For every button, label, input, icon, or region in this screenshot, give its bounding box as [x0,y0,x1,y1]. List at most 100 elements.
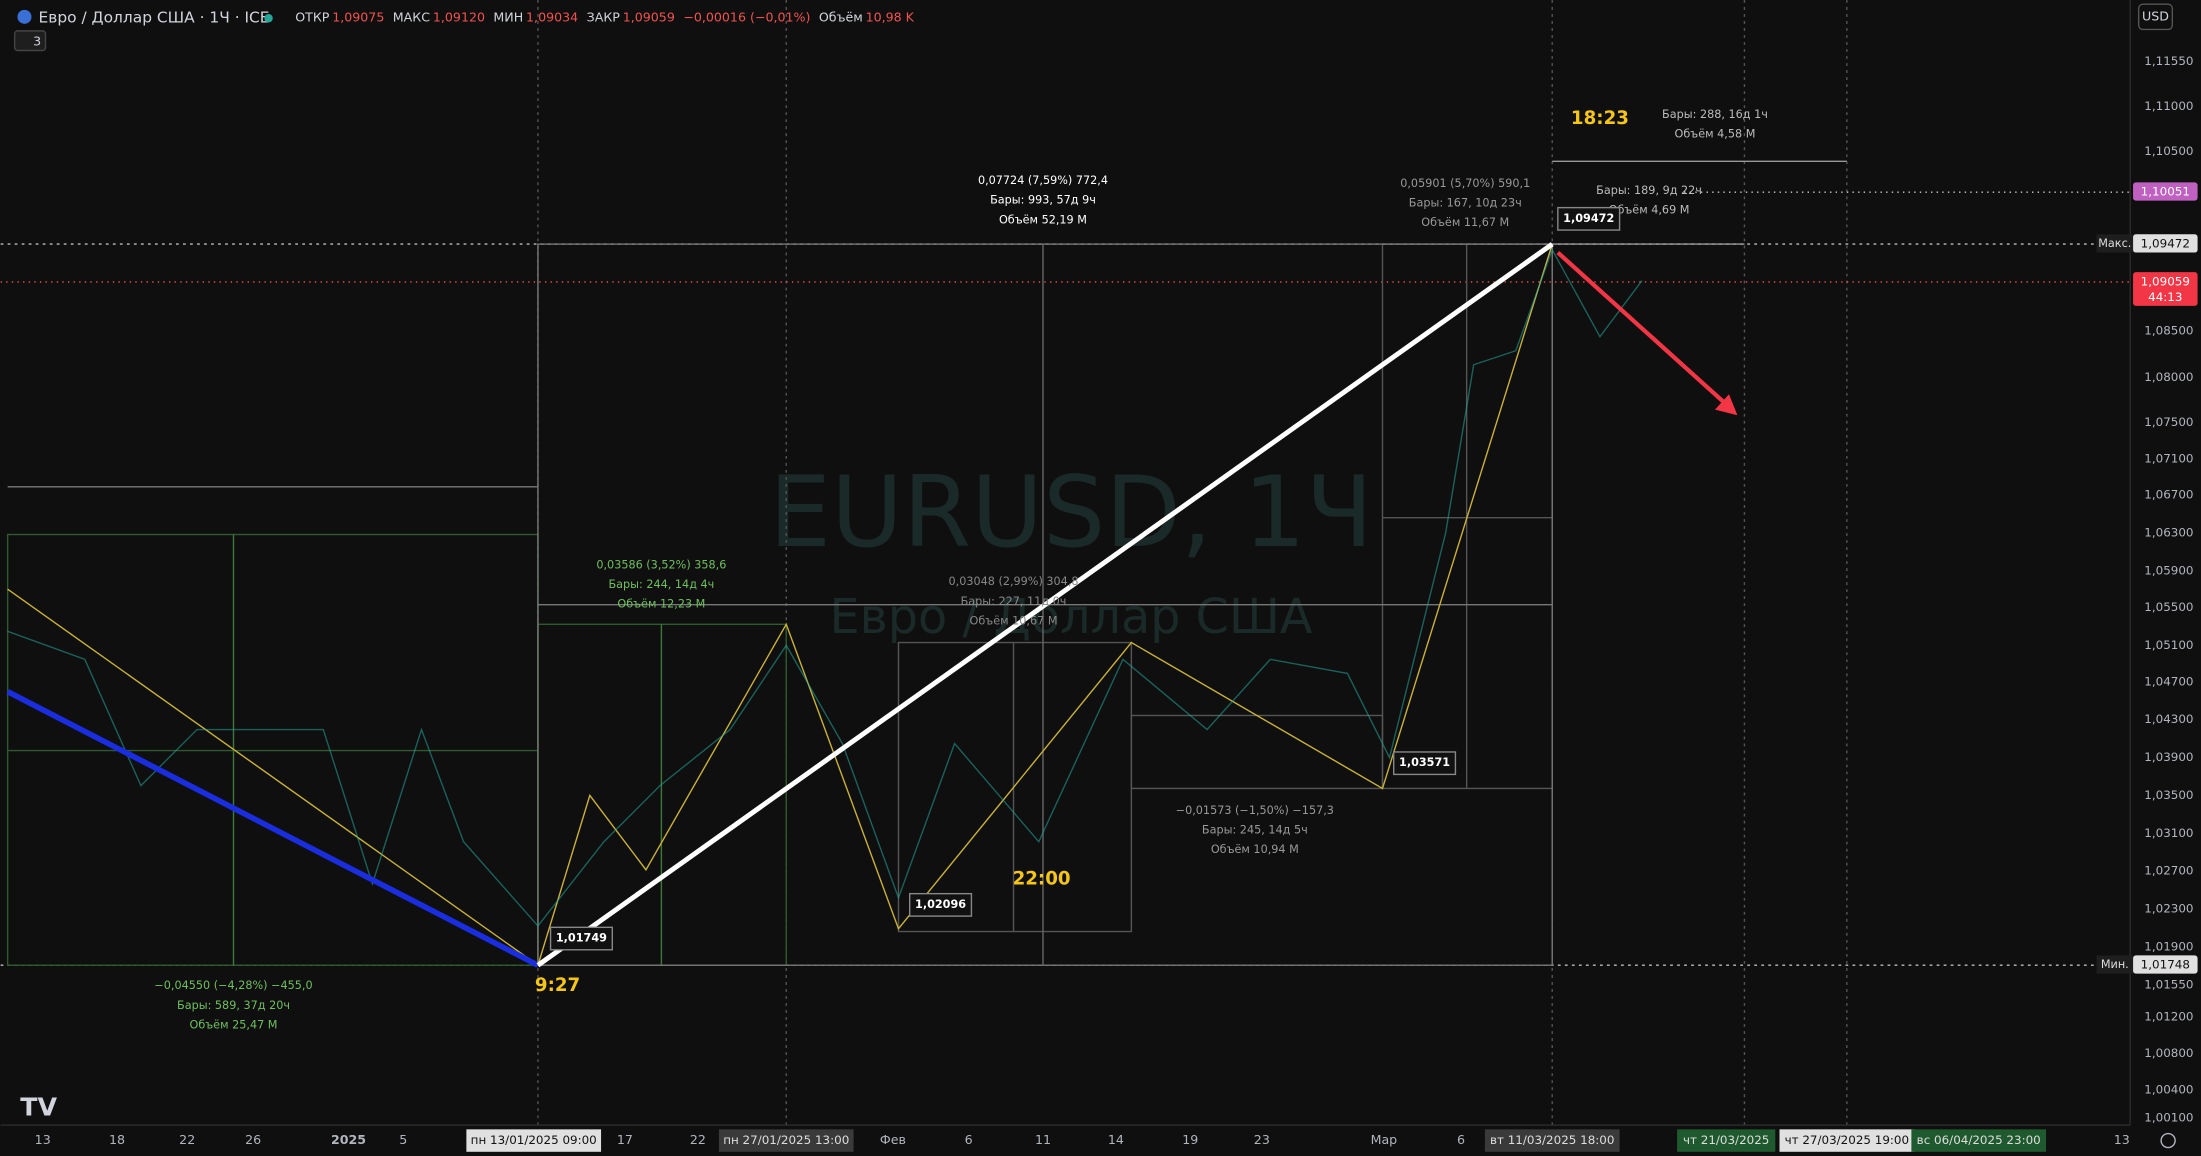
price-tick-label: 1,05500 [2144,600,2193,614]
time-tick-label: 19 [1182,1132,1198,1147]
time-label: 9:27 [535,975,580,996]
price-tick-label: 1,11550 [2144,54,2193,68]
ohlc-value: 1,09120 [433,10,485,25]
price-tick-label: 1,03900 [2144,750,2193,764]
measure-text: 0,05901 (5,70%) 590,1 [1400,177,1530,190]
price-tick-label: 1,02700 [2144,864,2193,878]
price-marker [2133,272,2198,306]
time-highlight [1911,1129,2047,1152]
drawings: 0,07724 (7,59%) 772,4 Бары: 993, 57д 9ч Об… [0,0,2131,1126]
price-tick-label: 1,00400 [2144,1083,2193,1097]
measure-text: Бары: 244, 14д 4ч [608,578,714,591]
price-marker [2133,955,2198,974]
status-dot [264,14,273,23]
indicators-count: 3 [33,34,41,49]
time-tick-label: 22 [690,1132,706,1147]
price-tick-label: 1,03100 [2144,826,2193,840]
price-tick-label: 1,07100 [2144,451,2193,465]
change: −0,00016 (−0,01%) [683,10,810,25]
measure-text: Объём 11,67 M [1421,216,1509,229]
measure-text: −0,01573 (−1,50%) −157,3 [1176,804,1334,817]
measure-text: Бары: 189, 9д 22ч [1596,184,1702,197]
measure-text: Объём 25,47 M [190,1019,278,1032]
ohlc: ОТКР 1,09075 МАКС 1,09120 МИН 1,09034 ЗАКР 1,09… [295,10,914,25]
time-tick-label: 26 [245,1132,261,1147]
watermark-symbol: EURUSD, 1Ч [769,456,1373,570]
price-tick-label: 1,06300 [2144,526,2193,540]
price-marker [2133,234,2198,253]
ohlc-value: 1,09059 [623,10,675,25]
measure-text: 0,07724 (7,59%) 772,4 [978,174,1108,187]
measure-text: −0,04550 (−4,28%) −455,0 [154,979,312,992]
drawing-line [536,242,1554,968]
pivot-box [1393,751,1457,776]
logo: TV [20,1092,57,1121]
price-tick-label: 1,04300 [2144,712,2193,726]
indicators-badge[interactable] [13,30,47,52]
watermark-description: Евро / Доллар США [830,590,1313,645]
zigzag [7,243,1553,967]
settings-icon[interactable] [2160,1132,2176,1149]
price-tick-label: 1,11000 [2144,99,2193,113]
time-highlight [1677,1129,1776,1152]
volume-value: 10,98 K [866,10,915,25]
drawing-line [1556,250,1731,409]
price-tick-label: 1,10500 [2144,144,2193,158]
measure-text: 0,03586 (3,52%) 358,6 [596,558,726,571]
time-highlight [1779,1129,1915,1152]
ohlc-label: МАКС [393,10,430,25]
measure-text: Объём 10,94 M [1211,843,1299,856]
pivot-label: 1,02096 [915,898,966,911]
drawing-line [6,689,540,968]
price-marker-value: 1,01748 [2141,958,2190,972]
price-tick-label: 1,05900 [2144,563,2193,577]
measure-text: Бары: 589, 37д 20ч [177,999,290,1012]
currency-label: USD [2142,8,2169,23]
pivot-label: 1,03571 [1399,756,1450,769]
ohlc-label: ОТКР [295,10,330,25]
time-tick-label: Мар [1371,1132,1398,1147]
measure-text: Бары: 245, 14д 5ч [1202,824,1308,837]
time-tick-label: 18 [109,1132,125,1147]
price-marker-value: 1,09472 [2141,237,2190,251]
time-tick-label: 2025 [331,1132,366,1147]
measure-text: Объём 12,23 M [617,598,705,611]
time-tick-label: 5 [399,1132,407,1147]
pivot-label: 1,01749 [556,932,607,945]
price-tick-label: 1,01900 [2144,939,2193,953]
price-tick-label: 1,08500 [2144,324,2193,338]
ohlc-label: МИН [493,10,523,25]
axes: 1,11550 1,11000 1,10500 1,08500 1,08000 1,075… [35,54,2198,1152]
ohlc-value: 1,09034 [526,10,578,25]
ohlc-value: 1,09075 [332,10,384,25]
measure-text: Объём 10,67 M [970,614,1058,627]
measure-text: Бары: 288, 16д 1ч [1662,108,1768,121]
symbol-icon [17,9,32,24]
symbol-title: Евро / Доллар США · 1Ч · ICE [38,9,269,27]
price-tick-label: 1,07500 [2144,415,2193,429]
time-highlight [466,1129,602,1152]
price-countdown: 44:13 [2148,290,2182,304]
time-highlight [718,1129,854,1152]
time-highlight-label: пн 13/01/2025 09:00 [471,1133,597,1147]
time-highlight-label: пн 27/01/2025 13:00 [723,1133,849,1147]
price-marker [2133,182,2198,201]
time-tick-label: 13 [35,1132,51,1147]
time-tick-label: 14 [1108,1132,1124,1147]
price-path [7,248,1643,928]
price-tick-label: 1,06700 [2144,488,2193,502]
time-tick-label: 22 [179,1132,195,1147]
arrow-head [1714,394,1738,416]
pivot-box [909,892,973,917]
price-tick-label: 1,00800 [2144,1046,2193,1060]
price-marker-label: Макс. [2098,237,2131,250]
currency-button[interactable] [2137,3,2174,31]
price-marker-label: Мин. [2101,958,2129,971]
price-marker-value: 1,09059 [2141,274,2190,288]
time-label: 22:00 [1013,869,1071,890]
pivot-label: 1,09472 [1563,212,1614,225]
